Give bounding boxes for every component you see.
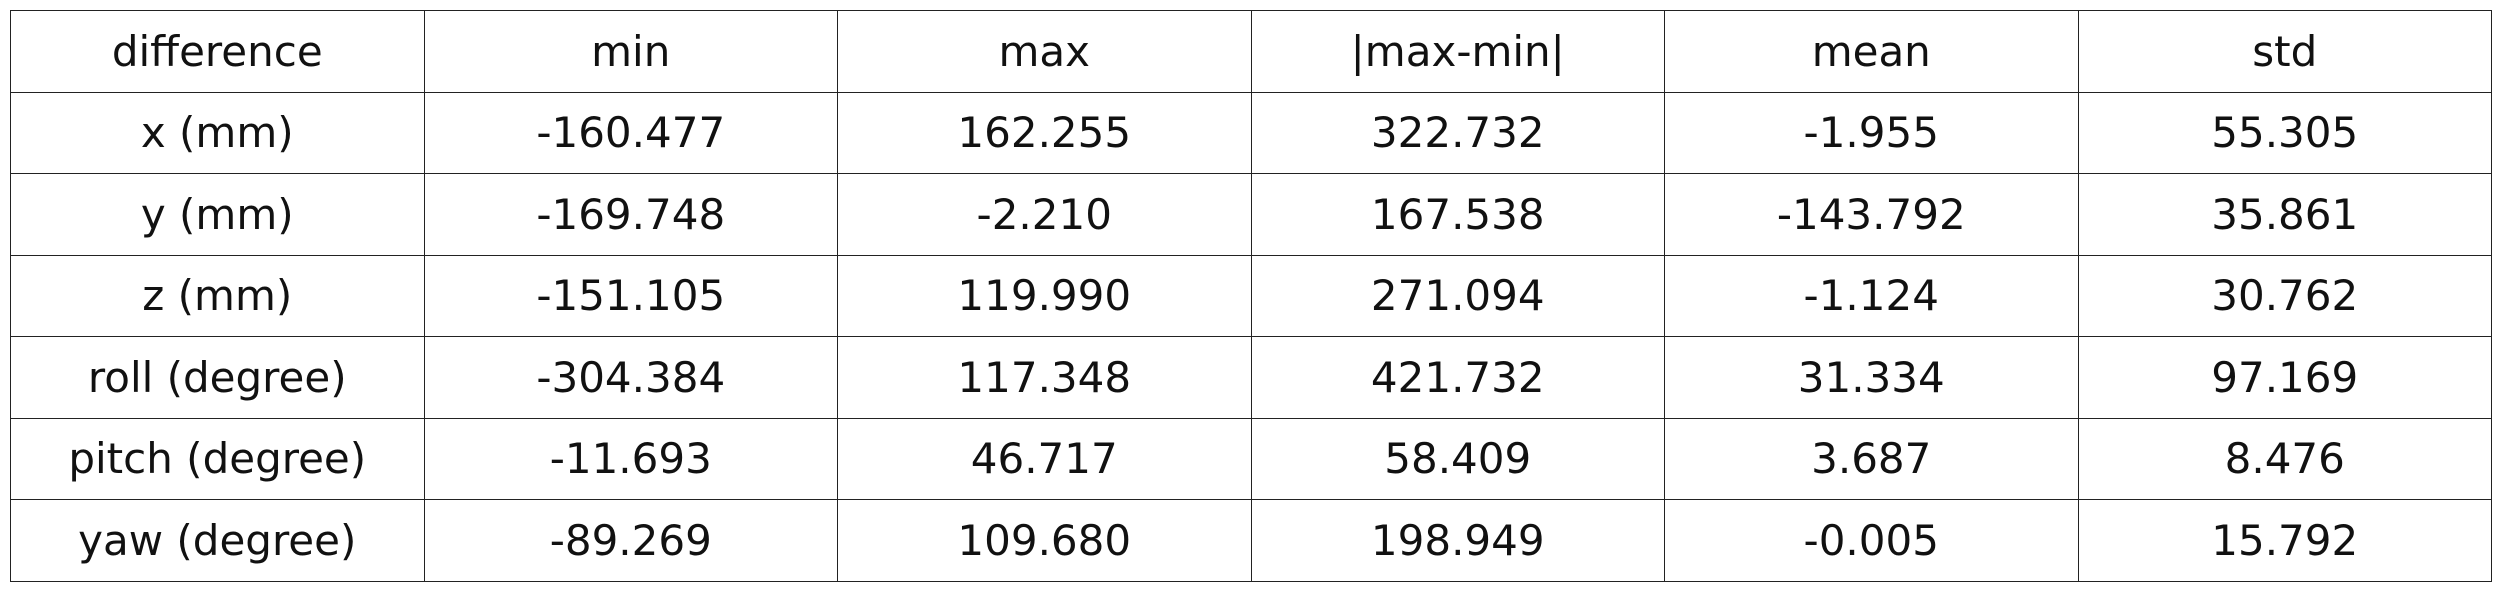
header-min: min: [423, 10, 838, 93]
row-label: yaw (degree): [10, 499, 425, 582]
header-range: |max-min|: [1250, 10, 1665, 93]
cell-mean: -1.955: [1664, 91, 2079, 174]
row-label: pitch (degree): [10, 417, 425, 500]
table-row: yaw (degree) -89.269 109.680 198.949 -0.…: [10, 499, 2492, 582]
cell-min: -89.269: [423, 499, 838, 582]
cell-mean: -0.005: [1664, 499, 2079, 582]
difference-statistics-table: difference min max |max-min| mean std x …: [10, 10, 2492, 582]
cell-range: 58.409: [1250, 417, 1665, 500]
header-mean: mean: [1664, 10, 2079, 93]
table-row: pitch (degree) -11.693 46.717 58.409 3.6…: [10, 417, 2492, 500]
table-row: roll (degree) -304.384 117.348 421.732 3…: [10, 336, 2492, 419]
cell-std: 97.169: [2077, 336, 2492, 419]
cell-range: 271.094: [1250, 254, 1665, 337]
cell-mean: 31.334: [1664, 336, 2079, 419]
cell-mean: 3.687: [1664, 417, 2079, 500]
cell-max: 119.990: [837, 254, 1252, 337]
cell-range: 198.949: [1250, 499, 1665, 582]
cell-range: 167.538: [1250, 173, 1665, 256]
table-header-row: difference min max |max-min| mean std: [10, 10, 2492, 93]
cell-mean: -143.792: [1664, 173, 2079, 256]
statistics-table-container: difference min max |max-min| mean std x …: [10, 10, 2492, 582]
cell-max: 117.348: [837, 336, 1252, 419]
cell-min: -11.693: [423, 417, 838, 500]
table-row: x (mm) -160.477 162.255 322.732 -1.955 5…: [10, 91, 2492, 174]
table-row: z (mm) -151.105 119.990 271.094 -1.124 3…: [10, 254, 2492, 337]
cell-min: -160.477: [423, 91, 838, 174]
cell-std: 35.861: [2077, 173, 2492, 256]
cell-range: 322.732: [1250, 91, 1665, 174]
row-label: z (mm): [10, 254, 425, 337]
cell-min: -151.105: [423, 254, 838, 337]
cell-std: 55.305: [2077, 91, 2492, 174]
cell-max: 109.680: [837, 499, 1252, 582]
cell-std: 30.762: [2077, 254, 2492, 337]
cell-range: 421.732: [1250, 336, 1665, 419]
header-std: std: [2077, 10, 2492, 93]
header-difference: difference: [10, 10, 425, 93]
cell-max: -2.210: [837, 173, 1252, 256]
cell-std: 8.476: [2077, 417, 2492, 500]
cell-mean: -1.124: [1664, 254, 2079, 337]
table-row: y (mm) -169.748 -2.210 167.538 -143.792 …: [10, 173, 2492, 256]
cell-min: -169.748: [423, 173, 838, 256]
cell-min: -304.384: [423, 336, 838, 419]
cell-max: 46.717: [837, 417, 1252, 500]
cell-std: 15.792: [2077, 499, 2492, 582]
row-label: y (mm): [10, 173, 425, 256]
row-label: x (mm): [10, 91, 425, 174]
header-max: max: [837, 10, 1252, 93]
cell-max: 162.255: [837, 91, 1252, 174]
row-label: roll (degree): [10, 336, 425, 419]
